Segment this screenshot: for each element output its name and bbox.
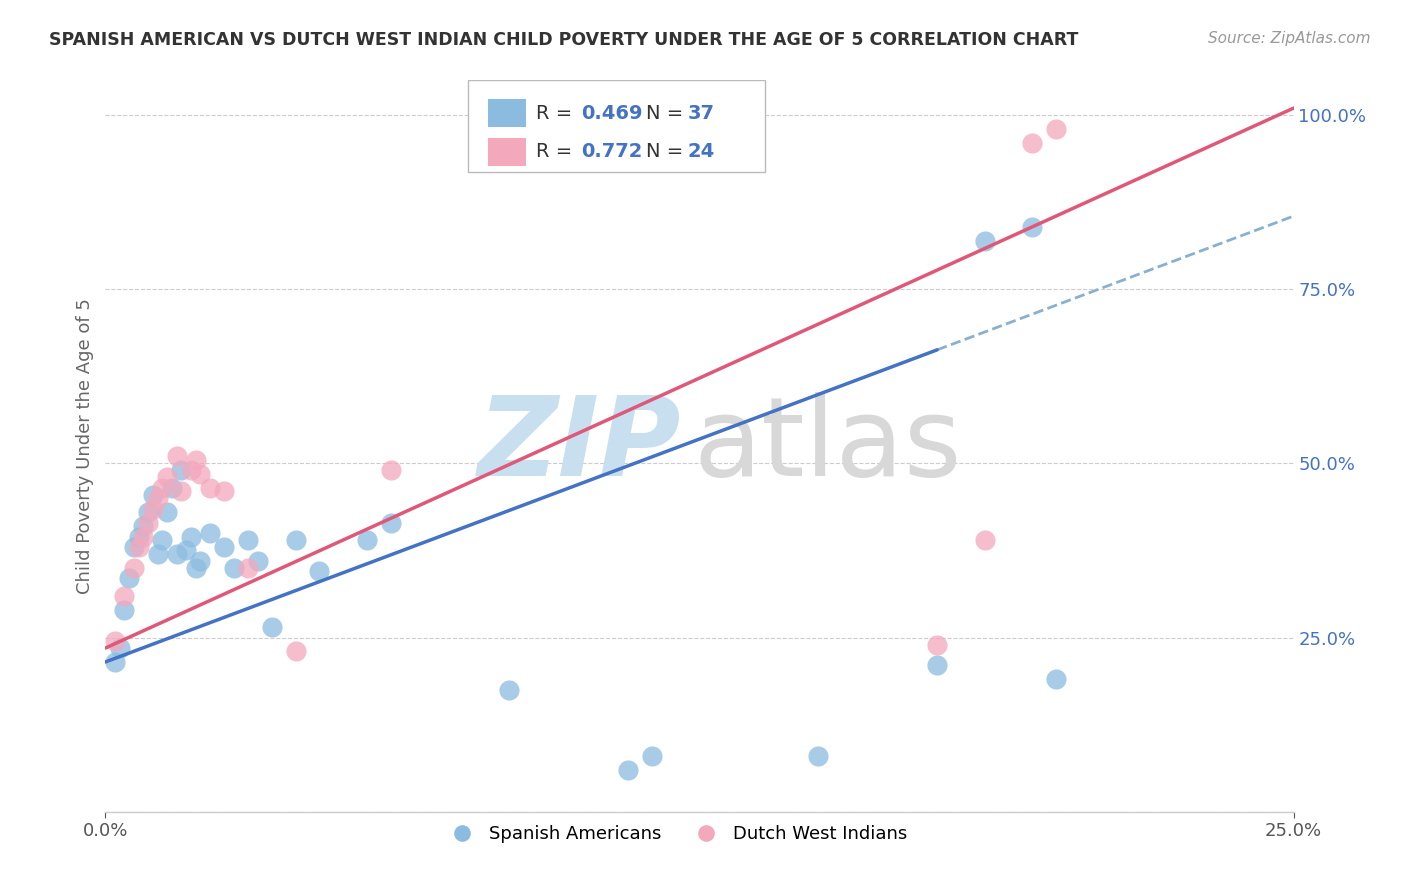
Point xyxy=(136,516,159,530)
Point xyxy=(284,533,307,547)
Point xyxy=(260,620,283,634)
Text: ZIP: ZIP xyxy=(478,392,682,500)
Point xyxy=(380,463,402,477)
Point xyxy=(184,453,207,467)
Point xyxy=(166,547,188,561)
Point xyxy=(174,543,197,558)
Point xyxy=(122,561,145,575)
Text: 0.469: 0.469 xyxy=(581,103,643,123)
Point xyxy=(160,481,183,495)
Point xyxy=(146,491,169,506)
Point xyxy=(104,634,127,648)
Point xyxy=(356,533,378,547)
Point xyxy=(122,540,145,554)
Point xyxy=(925,658,948,673)
Point xyxy=(973,533,995,547)
Point xyxy=(222,561,245,575)
Point xyxy=(152,533,174,547)
Text: R =: R = xyxy=(536,103,578,123)
Point xyxy=(142,501,165,516)
Point xyxy=(214,540,236,554)
Text: R =: R = xyxy=(536,143,578,161)
Point xyxy=(170,484,193,499)
Bar xyxy=(488,99,526,127)
Point xyxy=(236,533,259,547)
Point xyxy=(114,603,136,617)
Point xyxy=(128,540,150,554)
Text: 24: 24 xyxy=(688,143,714,161)
Point xyxy=(104,655,127,669)
Point xyxy=(190,554,212,568)
Point xyxy=(380,516,402,530)
Point xyxy=(114,589,136,603)
Text: N =: N = xyxy=(645,143,689,161)
Point xyxy=(136,505,159,519)
Y-axis label: Child Poverty Under the Age of 5: Child Poverty Under the Age of 5 xyxy=(76,298,94,594)
Point xyxy=(180,463,202,477)
Point xyxy=(284,644,307,658)
Text: atlas: atlas xyxy=(693,392,962,500)
Point xyxy=(1021,136,1043,150)
Legend: Spanish Americans, Dutch West Indians: Spanish Americans, Dutch West Indians xyxy=(436,818,915,850)
Text: Source: ZipAtlas.com: Source: ZipAtlas.com xyxy=(1208,31,1371,46)
Point xyxy=(925,638,948,652)
Point xyxy=(184,561,207,575)
Text: 37: 37 xyxy=(688,103,714,123)
Point xyxy=(128,530,150,544)
Point xyxy=(146,547,169,561)
Point xyxy=(132,530,155,544)
Point xyxy=(190,467,212,481)
Point xyxy=(617,763,640,777)
Point xyxy=(180,530,202,544)
Point xyxy=(807,749,830,764)
Point xyxy=(973,234,995,248)
Point xyxy=(641,749,664,764)
Bar xyxy=(488,138,526,166)
Point xyxy=(198,526,221,541)
Point xyxy=(236,561,259,575)
Point xyxy=(198,481,221,495)
Point xyxy=(156,470,179,484)
Text: N =: N = xyxy=(645,103,689,123)
Point xyxy=(1045,122,1067,136)
Point xyxy=(152,481,174,495)
Text: SPANISH AMERICAN VS DUTCH WEST INDIAN CHILD POVERTY UNDER THE AGE OF 5 CORRELATI: SPANISH AMERICAN VS DUTCH WEST INDIAN CH… xyxy=(49,31,1078,49)
Point xyxy=(308,565,330,579)
Point xyxy=(118,571,141,585)
Point xyxy=(132,519,155,533)
Point xyxy=(156,505,179,519)
Point xyxy=(108,640,131,655)
Point xyxy=(246,554,269,568)
Point xyxy=(1021,219,1043,234)
Point xyxy=(1045,673,1067,687)
Point xyxy=(142,488,165,502)
FancyBboxPatch shape xyxy=(468,80,765,171)
Point xyxy=(498,682,520,697)
Point xyxy=(166,450,188,464)
Point xyxy=(214,484,236,499)
Text: 0.772: 0.772 xyxy=(581,143,643,161)
Point xyxy=(170,463,193,477)
